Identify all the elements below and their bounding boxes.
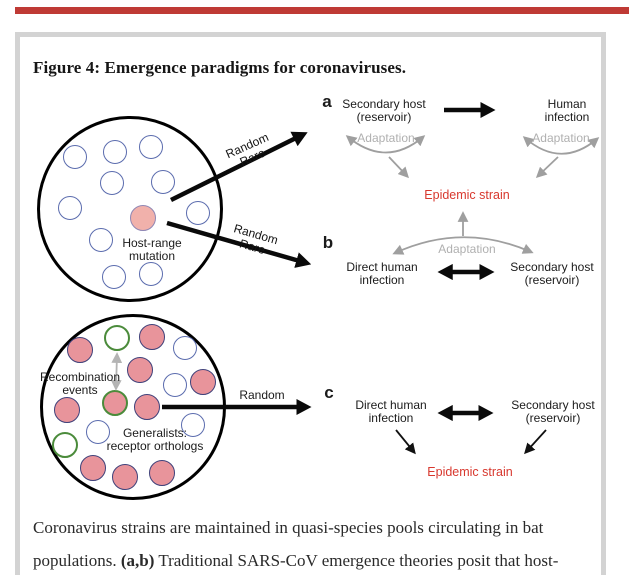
epidemic-strain-label-ab: Epidemic strain — [424, 188, 510, 202]
pool-circle-green — [52, 432, 78, 458]
pool-circle-blue — [89, 228, 113, 252]
panel-b-secondary-host: Secondary host (reservoir) — [510, 260, 594, 287]
pool-circle-blue — [139, 135, 163, 159]
panel-c-direct-human: Direct human infection — [355, 398, 427, 425]
caption-line-2: populations. (a,b) Traditional SARS-CoV … — [33, 551, 559, 570]
pool-circle-pink — [54, 397, 80, 423]
pool-circle-blue — [63, 145, 87, 169]
figure-caption: Coronavirus strains are maintained in qu… — [33, 511, 595, 575]
random-label-c: Random — [239, 388, 285, 402]
pool-circle-pink — [67, 337, 93, 363]
panel-c-letter: c — [324, 383, 334, 402]
pool-circle-pinktop — [130, 205, 156, 231]
pool-circle-blue — [173, 336, 197, 360]
pool-circle-pink — [112, 464, 138, 490]
recombination-events-label: Recombination events — [39, 370, 121, 397]
epidemic-strain-label-c: Epidemic strain — [427, 465, 513, 479]
pool-circle-pink — [80, 455, 106, 481]
pool-circle-green — [104, 325, 130, 351]
pool-circle-blue — [186, 201, 210, 225]
caption-bold-ab: (a,b) — [120, 551, 155, 570]
adaptation-label-a-right: Adaptation — [532, 131, 590, 145]
pool-circle-pink — [139, 324, 165, 350]
pool-circle-blue — [100, 171, 124, 195]
accent-bar — [15, 7, 629, 14]
pool-circle-blue — [151, 170, 175, 194]
panel-a-letter: a — [322, 92, 332, 111]
pool-circle-blue — [86, 420, 110, 444]
pool-circle-pink — [134, 394, 160, 420]
pool-circle-blue — [181, 413, 205, 437]
pool-circle-blue — [102, 265, 126, 289]
generalists-label: Generalists: receptor orthologs — [106, 426, 204, 453]
adaptation-label-b: Adaptation — [438, 242, 496, 256]
quasi-species-pool-top — [37, 116, 223, 302]
caption-line-1: Coronavirus strains are maintained in qu… — [33, 518, 544, 537]
panel-c-secondary-host: Secondary host (reservoir) — [511, 398, 595, 425]
pool-circle-pink — [190, 369, 216, 395]
pool-circle-greenpink — [102, 390, 128, 416]
panel-a-secondary-host: Secondary host (reservoir) — [342, 97, 426, 124]
panel-a-human-infection: Human infection — [544, 97, 590, 124]
pool-circle-blue — [139, 262, 163, 286]
pool-circle-pink — [127, 357, 153, 383]
pool-circle-blue — [58, 196, 82, 220]
pool-circle-blue — [163, 373, 187, 397]
pool-circle-blue — [103, 140, 127, 164]
panel-b-letter: b — [322, 233, 334, 252]
pool-circle-pink — [149, 460, 175, 486]
panel-b-direct-human: Direct human infection — [346, 260, 418, 287]
adaptation-label-a-left: Adaptation — [357, 131, 415, 145]
host-range-mutation-label: Host-range mutation — [122, 236, 182, 263]
figure-title: Figure 4: Emergence paradigms for corona… — [33, 58, 407, 77]
